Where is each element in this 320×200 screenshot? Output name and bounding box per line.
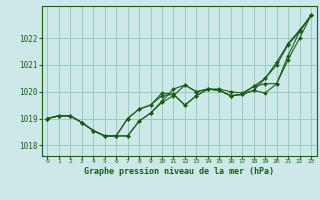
X-axis label: Graphe pression niveau de la mer (hPa): Graphe pression niveau de la mer (hPa) [84, 167, 274, 176]
